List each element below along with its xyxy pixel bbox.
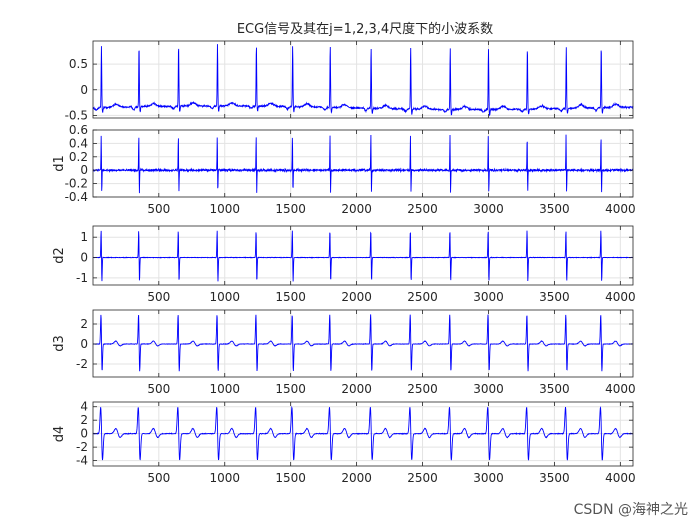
y-axis-label: d4	[52, 426, 67, 443]
figure-title: ECG信号及其在j=1,2,3,4尺度下的小波系数	[237, 21, 493, 37]
y-tick-label: 0	[80, 83, 88, 97]
x-tick-label: 2500	[407, 471, 438, 485]
x-tick-label: 500	[147, 202, 170, 216]
x-tick-label: 2000	[341, 471, 372, 485]
x-tick-label: 4000	[605, 290, 636, 304]
axes-frame	[92, 309, 634, 378]
y-tick-label: -0.5	[65, 108, 88, 122]
axes-frame	[92, 225, 634, 286]
x-tick-label: 1000	[209, 290, 240, 304]
subplot-d3: 2 0 -2 500 1000 1500 2000 2500 3000 3500 4000 d3	[52, 309, 636, 396]
x-tick-label: 3500	[539, 202, 570, 216]
x-tick-label: 3500	[539, 471, 570, 485]
plot-area	[93, 226, 633, 285]
y-tick-label: -2	[76, 440, 88, 454]
y-tick-label: -0.4	[65, 190, 88, 204]
x-tick-label: 2500	[407, 290, 438, 304]
x-tick-label: 3000	[473, 382, 504, 396]
series-line-d2	[92, 230, 634, 282]
x-tick-label: 2000	[341, 202, 372, 216]
plot-area	[93, 130, 633, 197]
x-tick-label: 2000	[341, 290, 372, 304]
y-tick-label: 1	[80, 230, 88, 244]
axes-frame	[92, 129, 634, 198]
subplot-d2: 1 0 -1 500 1000 1500 2000 2500 3000 3500 4000 d2	[52, 225, 636, 304]
y-tick-label: -4	[76, 454, 88, 468]
y-axis-label: d2	[52, 247, 67, 264]
x-tick-label: 500	[147, 471, 170, 485]
y-tick-label: 0	[80, 337, 88, 351]
y-tick-label: 0.5	[69, 57, 88, 71]
series-line-d3	[92, 314, 634, 372]
plot-area	[93, 41, 633, 118]
y-tick-label: -2	[76, 357, 88, 371]
x-tick-label: 1000	[209, 202, 240, 216]
x-tick-label: 3000	[473, 202, 504, 216]
y-tick-label: 0.6	[69, 123, 88, 137]
x-tick-label: 2500	[407, 382, 438, 396]
x-tick-label: 3500	[539, 290, 570, 304]
x-tick-label: 2500	[407, 202, 438, 216]
x-tick-label: 3000	[473, 471, 504, 485]
y-tick-label: -1	[76, 271, 88, 285]
x-tick-label: 1500	[275, 471, 306, 485]
series-line-d4	[92, 405, 634, 461]
watermark-text: CSDN @海神之光	[573, 502, 688, 518]
y-axis-label: d3	[52, 335, 67, 352]
x-tick-label: 4000	[605, 471, 636, 485]
y-axis-label: d1	[52, 155, 67, 172]
x-tick-label: 3500	[539, 382, 570, 396]
y-tick-label: 0	[80, 251, 88, 265]
series-line-d1	[92, 134, 634, 194]
y-tick-label: 0	[80, 427, 88, 441]
x-tick-label: 1500	[275, 290, 306, 304]
y-tick-label: 4	[80, 400, 88, 414]
y-tick-label: 0.4	[69, 136, 88, 150]
subplot-sig: 0.5 0 -0.5	[65, 40, 634, 122]
x-tick-label: 1000	[209, 471, 240, 485]
y-tick-label: -0.2	[65, 177, 88, 191]
subplot-d4: 420-2-4 500 1000 1500 2000 2500 3000 3500 4000 d4	[52, 400, 636, 485]
x-tick-label: 1500	[275, 382, 306, 396]
x-tick-label: 500	[147, 382, 170, 396]
x-tick-label: 1500	[275, 202, 306, 216]
axes-frame	[92, 40, 634, 119]
y-tick-label: 2	[80, 413, 88, 427]
series-line-sig	[92, 44, 634, 117]
x-tick-label: 1000	[209, 382, 240, 396]
x-tick-label: 4000	[605, 382, 636, 396]
x-tick-label: 4000	[605, 202, 636, 216]
x-tick-label: 500	[147, 290, 170, 304]
x-tick-label: 3000	[473, 290, 504, 304]
y-tick-label: 0	[80, 163, 88, 177]
y-tick-label: 2	[80, 317, 88, 331]
y-tick-label: 0.2	[69, 150, 88, 164]
x-tick-label: 2000	[341, 382, 372, 396]
subplot-d1: 0.60.40.20-0.2-0.4 500 1000 1500 2000 2500 300…	[52, 123, 636, 216]
